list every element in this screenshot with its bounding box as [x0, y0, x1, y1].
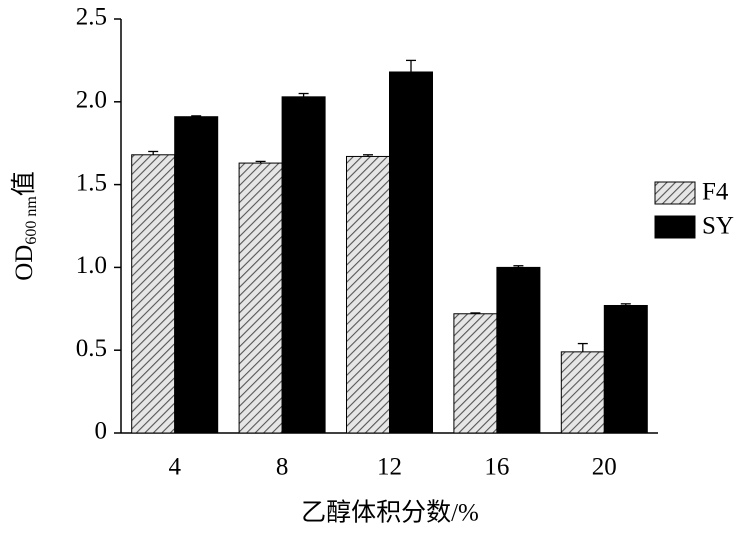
- y-tick-label: 0: [95, 418, 108, 445]
- error-bar: [148, 150, 159, 155]
- x-tick-label: 16: [484, 454, 509, 481]
- error-bar: [577, 342, 588, 352]
- x-axis-label: 乙醇体积分数/%: [301, 499, 479, 527]
- bar: [496, 266, 541, 434]
- y-tick-label: 0.5: [76, 335, 107, 362]
- y-tick-label: 1.0: [76, 252, 107, 279]
- x-tick-label: 8: [276, 454, 289, 481]
- y-label-sub: 600 nm: [23, 196, 40, 245]
- bar: [281, 96, 326, 434]
- y-axis-label: OD600 nm值: [10, 171, 40, 281]
- y-tick-label: 2.5: [76, 4, 107, 31]
- error-bar: [513, 265, 524, 268]
- x-tick-label: 4: [168, 454, 181, 481]
- legend-swatch: [654, 181, 696, 205]
- bar: [174, 116, 219, 434]
- bar: [603, 304, 648, 434]
- error-bar: [620, 303, 631, 306]
- bar: [560, 351, 605, 434]
- error-bar: [191, 115, 202, 117]
- bar: [346, 155, 390, 434]
- bar: [453, 313, 498, 434]
- x-tick-label: 12: [377, 454, 402, 481]
- bar: [238, 162, 283, 434]
- legend-swatch: [654, 215, 696, 239]
- error-bar: [363, 154, 373, 157]
- legend-label: SY: [702, 213, 734, 240]
- error-bar: [298, 92, 309, 97]
- y-label-suffix: 值: [10, 171, 38, 196]
- bar: [389, 71, 433, 434]
- error-bar: [470, 312, 481, 314]
- legend-label: F4: [702, 179, 729, 206]
- y-tick-label: 2.0: [76, 87, 107, 114]
- error-bar: [406, 59, 416, 72]
- y-tick-label: 1.5: [76, 169, 107, 196]
- y-label-main: OD: [11, 245, 38, 281]
- error-bar: [255, 160, 266, 164]
- bar: [131, 154, 176, 434]
- x-tick-label: 20: [592, 454, 617, 481]
